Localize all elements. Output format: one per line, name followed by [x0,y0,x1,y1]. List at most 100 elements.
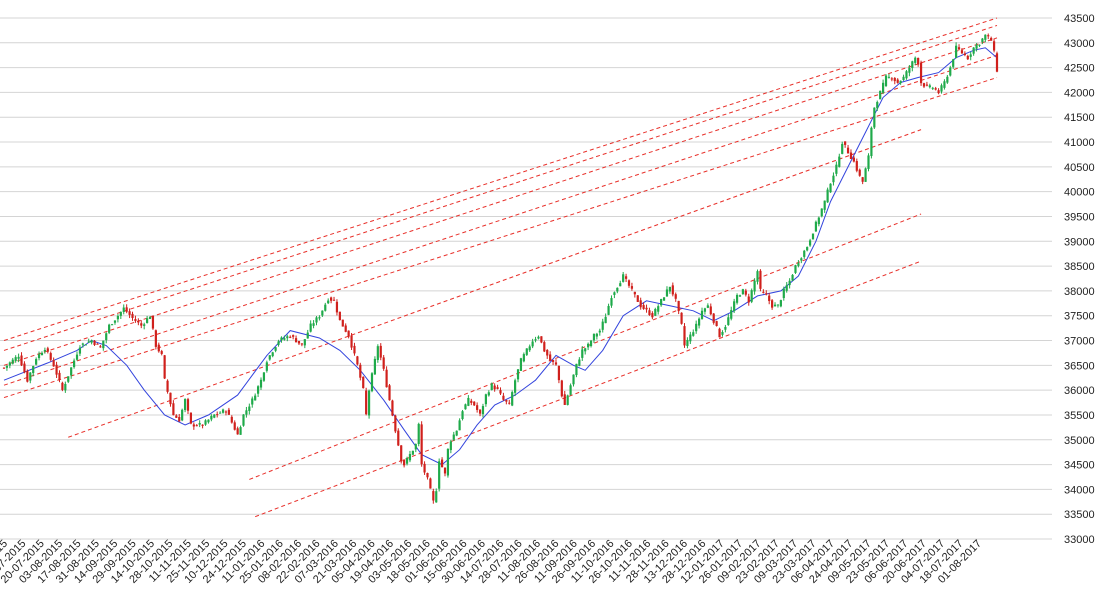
candle [963,51,966,57]
candle-body [452,434,455,440]
candle [186,397,190,415]
candle-body [131,313,134,318]
candle [423,461,426,475]
candle-body [373,358,377,375]
candle [756,269,759,285]
candle [946,74,949,84]
candle-body [852,157,855,162]
candle [397,428,400,447]
candle [5,365,9,371]
candle [698,317,701,329]
candle-body [884,75,888,86]
candle [797,260,800,268]
candle-body [528,346,531,351]
candle [987,33,990,40]
candle [110,323,114,326]
candle-body [689,334,692,342]
candle [858,168,861,177]
candle [692,329,695,337]
candle [522,352,525,363]
candle-body [23,363,26,373]
candle [473,401,476,406]
candle-body [724,326,727,330]
y-tick-label: 37500 [1064,311,1095,323]
candle-body [87,341,90,343]
candle [330,296,333,304]
candle-body [213,414,216,418]
candle-body [931,87,934,89]
candle-body [806,247,809,251]
candle [303,339,306,349]
candle-body [55,364,58,375]
candle-body [808,240,812,246]
candle [292,334,295,340]
candle [70,367,73,379]
y-tick-label: 42500 [1064,63,1095,75]
candle [712,313,715,325]
candle-body [782,288,785,299]
y-tick-label: 40000 [1064,187,1095,199]
candle [995,51,999,73]
channel-lines [3,17,998,518]
candle [362,376,365,389]
candle-body [268,355,271,360]
candle [587,342,590,351]
candle-body [811,233,815,240]
candle-body [46,348,49,352]
candle-body [484,394,487,405]
candle-body [820,208,823,217]
candle-body [651,313,654,318]
candle-body [817,217,820,225]
candle [119,311,122,319]
candle-body [8,362,11,366]
candle [297,340,301,346]
candle-body [665,289,669,297]
candle-body [309,323,312,332]
y-tick-label: 43500 [1064,13,1095,25]
candle-body [785,285,788,291]
candle-body [715,321,718,327]
candle [294,335,298,343]
candle [365,387,368,416]
candle [84,344,87,346]
candle-body [733,301,736,312]
candle-body [435,491,438,503]
candle-body [753,280,756,292]
candle [143,322,146,330]
candle-body [157,344,160,352]
candle [227,407,230,415]
candle [887,73,891,79]
candle [438,458,441,492]
candle [464,403,467,410]
candle [741,288,745,295]
candle-body [487,392,490,396]
candle [893,77,896,85]
candle-body [508,402,511,404]
candle [873,107,876,130]
candle-body [481,406,485,415]
y-tick-label: 34000 [1064,484,1095,496]
candle-body [499,390,502,394]
candle [262,372,266,382]
candle [957,44,961,51]
candle [794,264,797,274]
candle-body [972,47,975,54]
candle-body [254,395,257,401]
candle [975,43,978,52]
candle [487,390,490,397]
candle-body [581,349,584,358]
candle-body [251,398,254,405]
candle [803,249,806,259]
candle [914,56,917,66]
candle [11,357,14,365]
candle-body [201,424,204,426]
gridlines [0,17,1052,540]
candle-body [554,362,558,365]
candle-body [619,283,622,287]
candle-body [680,312,683,324]
candle [309,320,312,333]
candle-body [946,76,949,83]
candle [578,357,581,367]
candle-body [750,290,753,302]
candle [604,313,607,324]
